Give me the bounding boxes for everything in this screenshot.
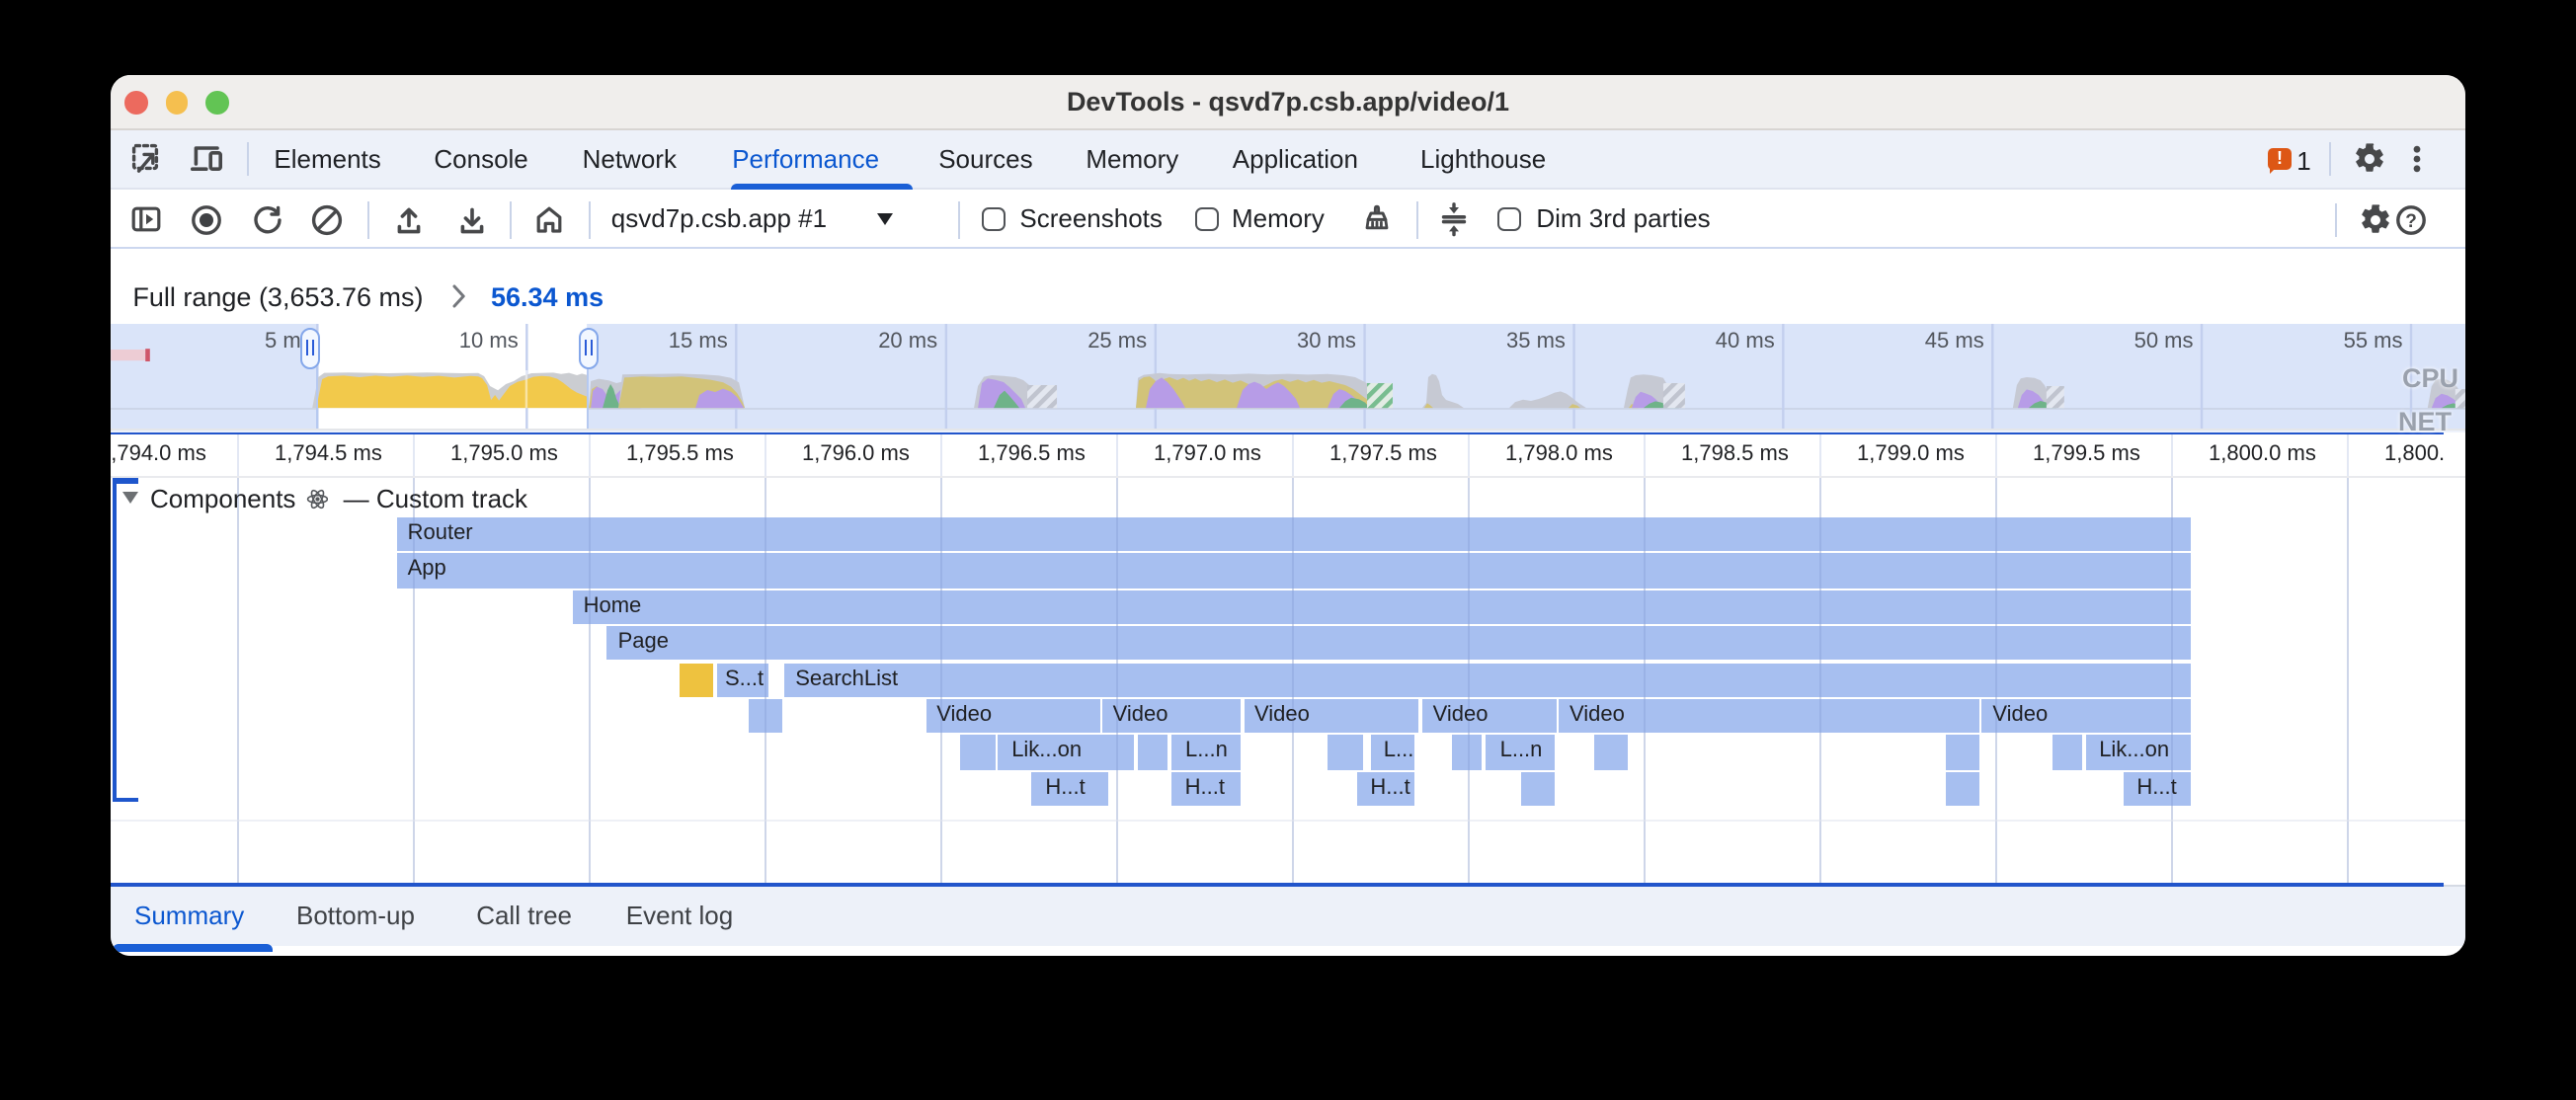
svg-text:?: ?	[2406, 211, 2418, 232]
